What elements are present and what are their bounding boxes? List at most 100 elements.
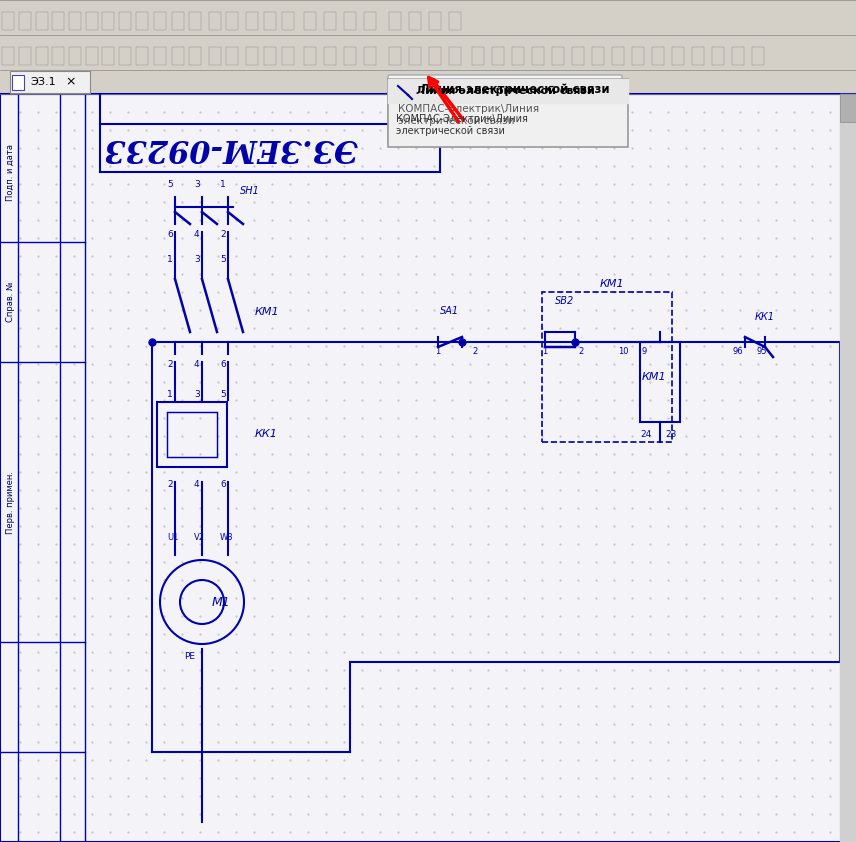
Bar bbox=[189, 12, 201, 30]
Text: Линия электрической связи: Линия электрической связи bbox=[420, 83, 609, 95]
Bar bbox=[189, 47, 201, 65]
Bar bbox=[364, 12, 376, 30]
Bar bbox=[612, 47, 624, 65]
Text: КМ1: КМ1 bbox=[255, 307, 280, 317]
Bar bbox=[167, 412, 217, 457]
Bar bbox=[119, 47, 131, 65]
Text: 4: 4 bbox=[194, 360, 199, 369]
Text: 2: 2 bbox=[167, 480, 173, 489]
Bar bbox=[52, 47, 64, 65]
Bar bbox=[592, 47, 604, 65]
Text: 6: 6 bbox=[220, 360, 226, 369]
Bar bbox=[246, 47, 258, 65]
Bar bbox=[732, 47, 744, 65]
Bar bbox=[19, 47, 31, 65]
Text: 1: 1 bbox=[167, 390, 173, 399]
Text: 2: 2 bbox=[167, 360, 173, 369]
Bar bbox=[449, 12, 461, 30]
Bar bbox=[840, 94, 856, 842]
Text: 5: 5 bbox=[220, 390, 226, 399]
Bar bbox=[840, 94, 856, 122]
Text: 5: 5 bbox=[220, 255, 226, 264]
Text: 96: 96 bbox=[733, 347, 744, 356]
Text: 95: 95 bbox=[757, 347, 768, 356]
Text: Подп. и дата: Подп. и дата bbox=[5, 143, 15, 200]
Bar bbox=[36, 47, 48, 65]
Bar bbox=[389, 47, 401, 65]
Text: КМ1: КМ1 bbox=[642, 372, 667, 382]
Bar bbox=[209, 12, 221, 30]
Text: ×: × bbox=[65, 76, 75, 88]
Text: SA1: SA1 bbox=[440, 306, 459, 316]
Bar bbox=[389, 12, 401, 30]
Text: 1: 1 bbox=[435, 347, 440, 356]
Bar bbox=[472, 47, 484, 65]
Text: 6: 6 bbox=[220, 480, 226, 489]
Text: КМ1: КМ1 bbox=[600, 279, 625, 289]
Bar bbox=[264, 47, 276, 65]
Text: 24: 24 bbox=[640, 430, 651, 439]
Bar bbox=[19, 12, 31, 30]
Bar bbox=[86, 47, 98, 65]
Bar bbox=[119, 12, 131, 30]
Bar bbox=[344, 47, 356, 65]
Bar bbox=[2, 12, 14, 30]
Bar bbox=[532, 47, 544, 65]
Bar bbox=[632, 47, 644, 65]
Text: W3: W3 bbox=[220, 533, 234, 542]
Text: 23: 23 bbox=[665, 430, 676, 439]
Bar bbox=[69, 47, 81, 65]
Bar bbox=[154, 12, 166, 30]
Text: 3: 3 bbox=[194, 180, 199, 189]
Bar bbox=[0, 94, 856, 842]
Bar bbox=[0, 70, 856, 94]
Bar bbox=[136, 12, 148, 30]
Text: 4: 4 bbox=[194, 230, 199, 239]
Text: Линия электрической связи: Линия электрической связи bbox=[416, 86, 595, 96]
Bar bbox=[246, 12, 258, 30]
Text: 1: 1 bbox=[542, 347, 547, 356]
Text: КК1: КК1 bbox=[755, 312, 775, 322]
Bar bbox=[69, 12, 81, 30]
Bar bbox=[572, 47, 584, 65]
Bar bbox=[36, 12, 48, 30]
Bar bbox=[0, 94, 856, 842]
Bar bbox=[304, 47, 316, 65]
Bar bbox=[449, 47, 461, 65]
Bar bbox=[552, 47, 564, 65]
Text: 4: 4 bbox=[194, 480, 199, 489]
Text: Перв. примен.: Перв. примен. bbox=[5, 471, 15, 534]
Text: SB2: SB2 bbox=[555, 296, 574, 306]
Bar bbox=[364, 47, 376, 65]
Bar bbox=[692, 47, 704, 65]
Text: ЭЗ.ЗЕМ-09233: ЭЗ.ЗЕМ-09233 bbox=[103, 131, 357, 163]
Bar bbox=[640, 342, 680, 422]
Bar bbox=[226, 12, 238, 30]
Bar bbox=[409, 47, 421, 65]
Text: Справ. №: Справ. № bbox=[5, 281, 15, 322]
Bar bbox=[154, 47, 166, 65]
Text: 3: 3 bbox=[194, 255, 199, 264]
Text: М1: М1 bbox=[212, 595, 231, 609]
Text: ЭЗ.1: ЭЗ.1 bbox=[30, 77, 56, 87]
Bar bbox=[209, 47, 221, 65]
Text: U1: U1 bbox=[167, 533, 178, 542]
Bar bbox=[12, 75, 24, 90]
Text: 9: 9 bbox=[642, 347, 647, 356]
Text: 6: 6 bbox=[167, 230, 173, 239]
Text: 5: 5 bbox=[167, 180, 173, 189]
Bar bbox=[2, 47, 14, 65]
Bar bbox=[304, 12, 316, 30]
Bar bbox=[344, 12, 356, 30]
Bar bbox=[264, 12, 276, 30]
Bar bbox=[492, 47, 504, 65]
Bar bbox=[172, 47, 184, 65]
Bar bbox=[282, 12, 294, 30]
Bar bbox=[324, 47, 336, 65]
Text: 2: 2 bbox=[472, 347, 478, 356]
Bar bbox=[652, 47, 664, 65]
Bar bbox=[388, 79, 628, 103]
Bar bbox=[542, 292, 672, 442]
Bar bbox=[324, 12, 336, 30]
Bar bbox=[752, 47, 764, 65]
